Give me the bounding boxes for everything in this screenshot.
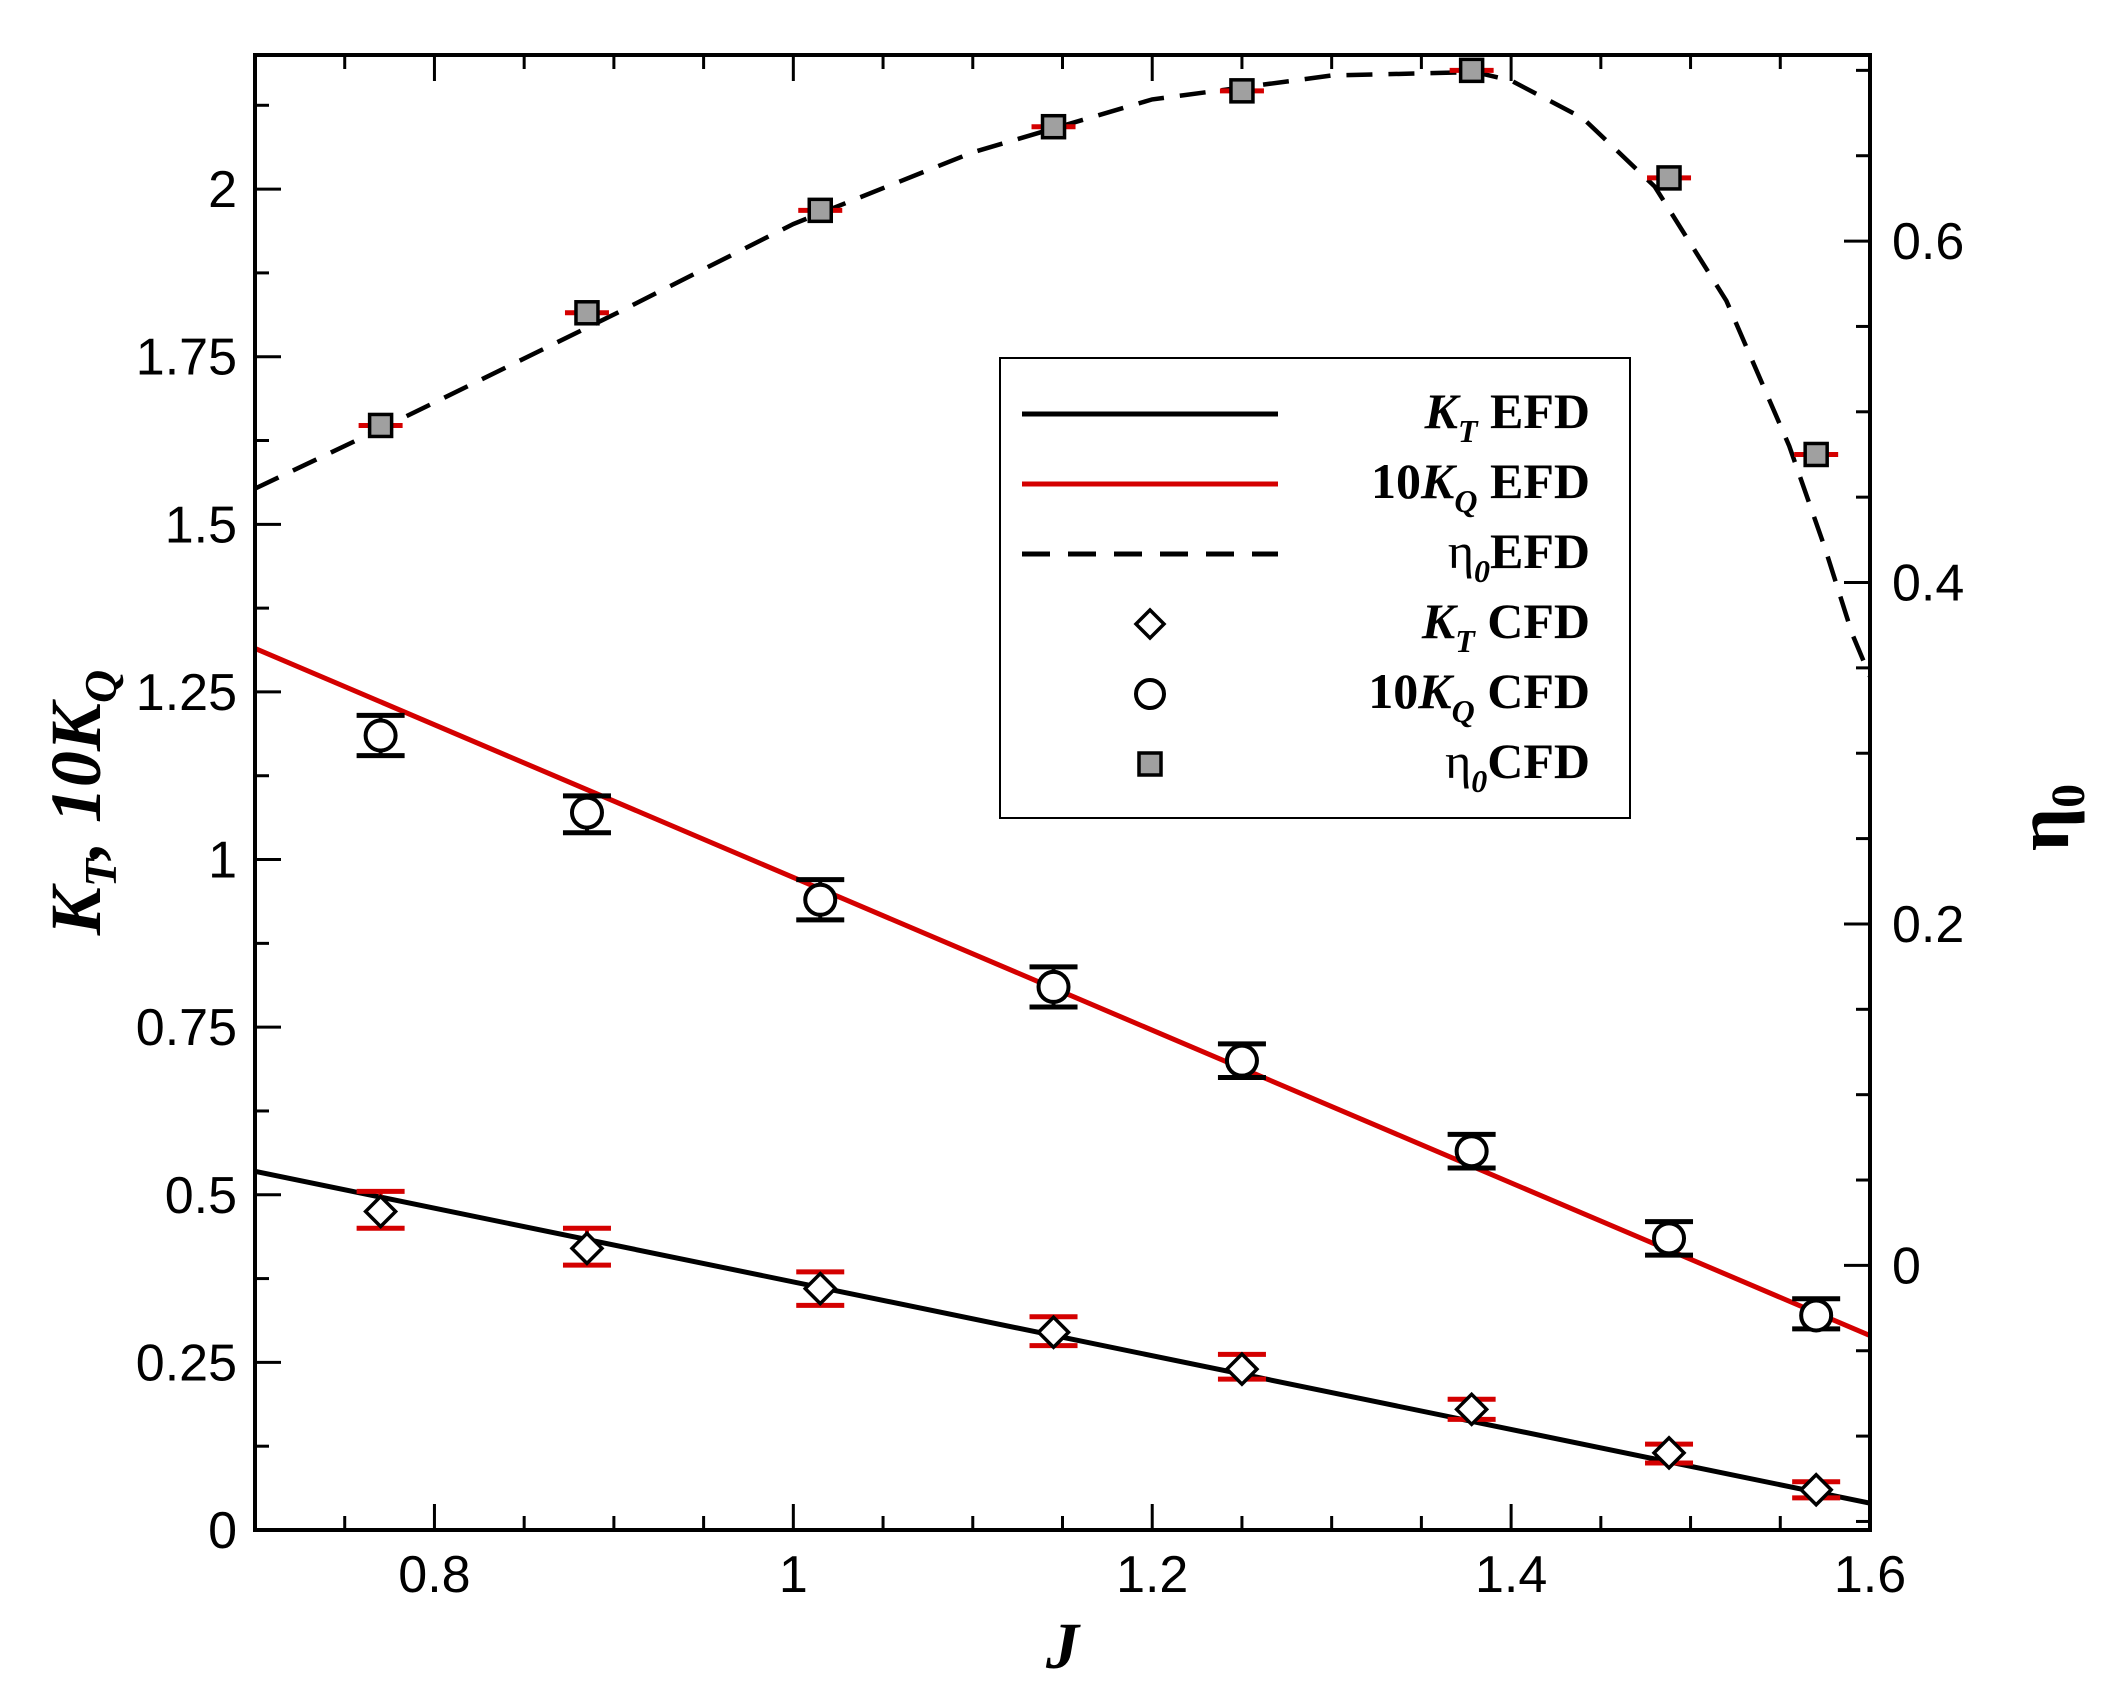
x-tick-label: 1: [779, 1546, 808, 1604]
diamond-marker: [363, 1194, 399, 1230]
circle-marker: [1652, 1221, 1687, 1256]
diamond-marker: [802, 1271, 838, 1307]
data-point: [1029, 964, 1078, 1010]
square-marker: [1656, 165, 1682, 191]
diamond-marker: [1036, 1314, 1072, 1350]
legend-label: 10KQ EFD: [1371, 453, 1590, 519]
circle-marker: [1224, 1043, 1259, 1078]
y-left-tick-label: 0.75: [136, 999, 237, 1057]
data-point: [1792, 1472, 1841, 1508]
legend-label: KT EFD: [1424, 383, 1590, 449]
legend-circle-icon: [1134, 678, 1166, 710]
x-tick-label: 1.4: [1475, 1546, 1547, 1604]
square-marker: [574, 300, 600, 326]
legend-entry: KT CFD: [1133, 593, 1590, 659]
data-point: [356, 1188, 405, 1231]
square-marker: [807, 197, 833, 224]
legend-label: 10KQ CFD: [1368, 663, 1590, 729]
axes: 0.8 1 1.2 1.4 1.6 0 0.25 0.5 0.75 1 1.25 1.5 1.75 2 0 0…: [36, 53, 2095, 1683]
data-point: [1792, 1296, 1841, 1333]
diamond-marker: [1224, 1351, 1260, 1387]
data-point: [1447, 1391, 1496, 1427]
y-right-tick-label: 0.2: [1892, 896, 1964, 954]
y-left-tick-label: 0.5: [165, 1167, 237, 1225]
legend-diamond-icon: [1133, 607, 1167, 641]
diamond-marker: [1798, 1472, 1834, 1508]
circle-marker: [803, 882, 838, 917]
data-point: [796, 1269, 845, 1308]
x-tick-label: 1.6: [1834, 1546, 1906, 1604]
y-left-tick-label: 1.5: [165, 496, 237, 554]
data-point: [1794, 441, 1839, 468]
y-left-axis-title: KT, 10KQ: [36, 670, 126, 936]
data-point: [1031, 113, 1076, 140]
circle-marker: [569, 795, 604, 830]
data-point: [564, 300, 609, 326]
legend-entry: KT EFD: [1022, 383, 1590, 449]
y-left-tick-label: 1.75: [136, 329, 237, 387]
legend-square-icon: [1137, 751, 1163, 777]
data-point: [1219, 78, 1264, 104]
y-left-tick-label: 2: [208, 161, 237, 219]
circle-marker: [1454, 1134, 1489, 1169]
plot-area: [255, 57, 1870, 1508]
data-point: [1645, 1219, 1694, 1258]
y-right-axis-title: η0: [2001, 784, 2095, 851]
square-marker: [1458, 57, 1485, 84]
data-point: [562, 1225, 611, 1268]
diamond-marker: [1651, 1435, 1687, 1471]
legend-entry: 10KQ EFD: [1022, 453, 1590, 519]
legend-label: KT CFD: [1421, 593, 1590, 659]
square-marker: [1803, 441, 1829, 468]
x-axis-title: J: [1045, 1610, 1081, 1683]
legend-label: η0EFD: [1448, 523, 1590, 589]
x-tick-label: 0.8: [398, 1546, 470, 1604]
y-left-tick-label: 1.25: [136, 664, 237, 722]
data-point: [358, 412, 403, 439]
square-marker: [367, 412, 394, 439]
data-point: [1647, 165, 1692, 191]
data-point: [1029, 1314, 1078, 1350]
legend-entry: η0EFD: [1022, 523, 1590, 589]
data-point: [1645, 1435, 1694, 1471]
data-point: [1449, 57, 1494, 84]
diamond-marker: [569, 1230, 605, 1266]
circle-marker: [1036, 969, 1071, 1004]
square-marker: [1229, 78, 1255, 104]
data-point: [1217, 1041, 1266, 1080]
x-tick-label: 1.2: [1116, 1546, 1188, 1604]
data-point: [1447, 1131, 1496, 1171]
square-marker: [1040, 113, 1067, 140]
y-right-tick-label: 0.6: [1892, 213, 1964, 271]
y-left-tick-label: 1: [208, 832, 237, 890]
y-left-tick-label: 0.25: [136, 1334, 237, 1392]
legend-box: [999, 357, 1631, 819]
y-left-tick-label: 0: [208, 1502, 237, 1560]
diamond-marker: [1454, 1391, 1490, 1427]
circle-marker: [363, 718, 398, 753]
y-right-tick-label: 0.4: [1892, 555, 1964, 613]
data-point: [356, 712, 405, 759]
data-point: [1217, 1351, 1266, 1387]
series-line: [255, 69, 1870, 678]
legend-entry: η0CFD: [1137, 733, 1590, 799]
legend-entry: 10KQ CFD: [1134, 663, 1590, 729]
data-point: [562, 793, 611, 836]
data-point: [798, 197, 843, 224]
data-point: [796, 877, 845, 923]
legend-label: η0CFD: [1445, 733, 1590, 799]
y-right-tick-label: 0: [1892, 1237, 1921, 1295]
circle-marker: [1799, 1298, 1834, 1333]
